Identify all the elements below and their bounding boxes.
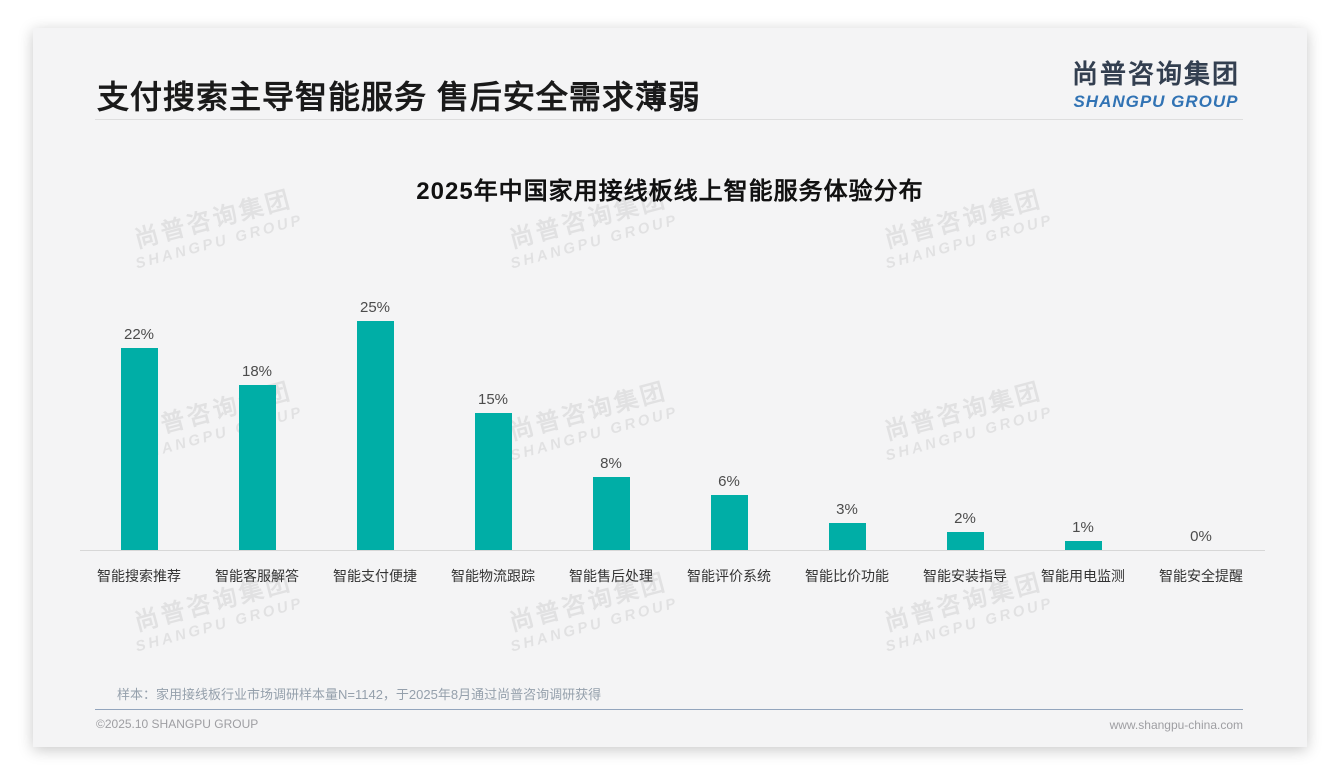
bar-value-label: 0% — [1190, 528, 1212, 545]
x-axis-line — [80, 550, 1265, 551]
logo-chinese-text: 尚普咨询集团 — [1071, 59, 1240, 89]
bar-column: 3% — [788, 260, 906, 550]
x-axis-tick-label: 智能安全提醒 — [1159, 568, 1243, 584]
bar — [474, 413, 512, 550]
bar-value-label: 6% — [718, 473, 740, 490]
x-axis-tick-label: 智能物流跟踪 — [451, 568, 535, 584]
bar-column: 15% — [434, 260, 552, 550]
bar-value-label: 22% — [123, 326, 155, 343]
bar-column: 1% — [1024, 260, 1142, 550]
x-axis-tick-label: 智能客服解答 — [215, 568, 299, 584]
bar — [946, 532, 984, 550]
company-logo: 尚普咨询集团 SHANGPU GROUP — [1072, 54, 1240, 112]
x-axis-tick-label: 智能安装指导 — [923, 568, 1007, 584]
x-axis-labels: 智能搜索推荐 智能客服解答 智能支付便捷 智能物流跟踪 智能售后处理 智能评价系统 智能比价… — [80, 566, 1260, 590]
bar-value-label: 2% — [954, 510, 976, 527]
bar — [710, 495, 748, 550]
bar — [356, 321, 394, 550]
copyright-text: ©2025.10 SHANGPU GROUP — [96, 717, 259, 731]
logo-english-text: SHANGPU GROUP — [1073, 92, 1239, 111]
bar-value-label: 3% — [836, 501, 858, 518]
bar-column: 8% — [552, 260, 670, 550]
bar-column: 18% — [198, 260, 316, 550]
footer-divider — [95, 709, 1243, 710]
x-axis-tick-label: 智能评价系统 — [687, 568, 771, 584]
bar — [120, 348, 158, 550]
bar-value-label: 1% — [1072, 519, 1094, 536]
page-title: 支付搜索主导智能服务 售后安全需求薄弱 — [97, 79, 701, 115]
bar-column: 0% — [1142, 260, 1260, 550]
bar — [592, 477, 630, 550]
x-axis-tick-label: 智能用电监测 — [1041, 568, 1125, 584]
plot-area: 22% 18% 25% 15% 8% 6% 3% 2% 1% 0% — [80, 260, 1260, 550]
bar — [1064, 541, 1102, 550]
bar-column: 2% — [906, 260, 1024, 550]
bar — [238, 385, 276, 550]
bar-column: 25% — [316, 260, 434, 550]
bar-column: 6% — [670, 260, 788, 550]
bar-value-label: 18% — [241, 363, 273, 380]
x-axis-tick-label: 智能搜索推荐 — [97, 568, 181, 584]
bar-column: 22% — [80, 260, 198, 550]
website-text: www.shangpu-china.com — [1109, 718, 1243, 732]
sample-footnote: 样本：家用接线板行业市场调研样本量N=1142，于2025年8月通过尚普咨询调研… — [117, 687, 602, 702]
bar — [828, 523, 866, 550]
title-divider — [95, 119, 1243, 120]
x-axis-tick-label: 智能支付便捷 — [333, 568, 417, 584]
x-axis-tick-label: 智能售后处理 — [569, 568, 653, 584]
report-slide: 尚普咨询集团 SHANGPU GROUP 尚普咨询集团 SHANGPU GROUP 尚普… — [33, 28, 1307, 747]
bar-value-label: 25% — [359, 299, 391, 316]
bar-value-label: 8% — [600, 455, 622, 472]
bar-value-label: 15% — [477, 391, 509, 408]
x-axis-tick-label: 智能比价功能 — [805, 568, 889, 584]
chart-title: 2025年中国家用接线板线上智能服务体验分布 — [416, 178, 924, 205]
